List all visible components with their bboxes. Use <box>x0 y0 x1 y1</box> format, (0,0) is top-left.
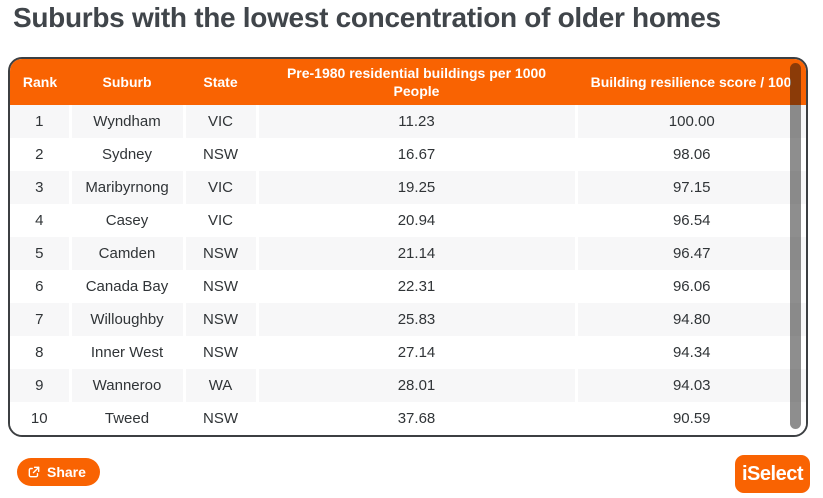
share-export-icon <box>27 465 41 479</box>
col-header-resilience: Building resilience score / 100 <box>576 59 806 105</box>
cell-state: NSW <box>184 270 259 303</box>
cell-state: NSW <box>184 336 259 369</box>
page-title: Suburbs with the lowest concentration of… <box>13 2 721 33</box>
table-row: 3 Maribyrnong VIC 19.25 97.15 <box>10 171 806 204</box>
iselect-logo[interactable]: iSelect <box>735 455 810 493</box>
cell-rank: 1 <box>10 105 72 138</box>
cell-resilience: 94.34 <box>576 336 806 369</box>
cell-suburb: Tweed <box>70 402 186 435</box>
col-header-suburb: Suburb <box>70 59 184 105</box>
cell-rank: 10 <box>10 402 72 435</box>
cell-pre1980: 22.31 <box>257 270 578 303</box>
cell-pre1980: 25.83 <box>257 303 578 336</box>
cell-state: NSW <box>184 402 259 435</box>
cell-suburb: Inner West <box>70 336 186 369</box>
cell-suburb: Sydney <box>70 138 186 171</box>
cell-state: VIC <box>184 105 259 138</box>
table-row: 5 Camden NSW 21.14 96.47 <box>10 237 806 270</box>
col-header-state: State <box>184 59 257 105</box>
cell-resilience: 97.15 <box>576 171 806 204</box>
cell-suburb: Canada Bay <box>70 270 186 303</box>
cell-pre1980: 16.67 <box>257 138 578 171</box>
table-row: 1 Wyndham VIC 11.23 100.00 <box>10 105 806 138</box>
cell-state: NSW <box>184 237 259 270</box>
table-row: 9 Wanneroo WA 28.01 94.03 <box>10 369 806 402</box>
cell-rank: 2 <box>10 138 72 171</box>
cell-pre1980: 27.14 <box>257 336 578 369</box>
table-row: 10 Tweed NSW 37.68 90.59 <box>10 402 806 435</box>
cell-suburb: Willoughby <box>70 303 186 336</box>
cell-pre1980: 19.25 <box>257 171 578 204</box>
share-label: Share <box>47 464 86 480</box>
cell-state: VIC <box>184 204 259 237</box>
iselect-logo-text: iSelect <box>742 462 803 485</box>
col-header-pre1980: Pre-1980 residential buildings per 1000 … <box>257 59 576 105</box>
cell-suburb: Maribyrnong <box>70 171 186 204</box>
cell-rank: 3 <box>10 171 72 204</box>
scrollbar-thumb[interactable] <box>790 63 801 429</box>
data-table-card: Rank Suburb State Pre-1980 residential b… <box>8 57 808 437</box>
table-header-row: Rank Suburb State Pre-1980 residential b… <box>10 59 806 105</box>
cell-resilience: 90.59 <box>576 402 806 435</box>
cell-suburb: Wanneroo <box>70 369 186 402</box>
cell-rank: 9 <box>10 369 72 402</box>
cell-rank: 4 <box>10 204 72 237</box>
cell-rank: 8 <box>10 336 72 369</box>
cell-resilience: 100.00 <box>576 105 806 138</box>
cell-resilience: 96.06 <box>576 270 806 303</box>
cell-state: WA <box>184 369 259 402</box>
table-row: 4 Casey VIC 20.94 96.54 <box>10 204 806 237</box>
cell-suburb: Casey <box>70 204 186 237</box>
cell-state: NSW <box>184 138 259 171</box>
cell-pre1980: 37.68 <box>257 402 578 435</box>
cell-resilience: 96.54 <box>576 204 806 237</box>
cell-state: NSW <box>184 303 259 336</box>
cell-suburb: Camden <box>70 237 186 270</box>
suburbs-table: Rank Suburb State Pre-1980 residential b… <box>10 59 806 435</box>
cell-resilience: 96.47 <box>576 237 806 270</box>
cell-suburb: Wyndham <box>70 105 186 138</box>
share-button[interactable]: Share <box>17 458 100 486</box>
table-row: 8 Inner West NSW 27.14 94.34 <box>10 336 806 369</box>
cell-pre1980: 11.23 <box>257 105 578 138</box>
cell-pre1980: 28.01 <box>257 369 578 402</box>
cell-rank: 5 <box>10 237 72 270</box>
cell-pre1980: 20.94 <box>257 204 578 237</box>
cell-pre1980: 21.14 <box>257 237 578 270</box>
col-header-rank: Rank <box>10 59 70 105</box>
cell-rank: 6 <box>10 270 72 303</box>
cell-resilience: 94.03 <box>576 369 806 402</box>
cell-state: VIC <box>184 171 259 204</box>
table-row: 2 Sydney NSW 16.67 98.06 <box>10 138 806 171</box>
cell-rank: 7 <box>10 303 72 336</box>
table-row: 6 Canada Bay NSW 22.31 96.06 <box>10 270 806 303</box>
table-row: 7 Willoughby NSW 25.83 94.80 <box>10 303 806 336</box>
cell-resilience: 94.80 <box>576 303 806 336</box>
cell-resilience: 98.06 <box>576 138 806 171</box>
